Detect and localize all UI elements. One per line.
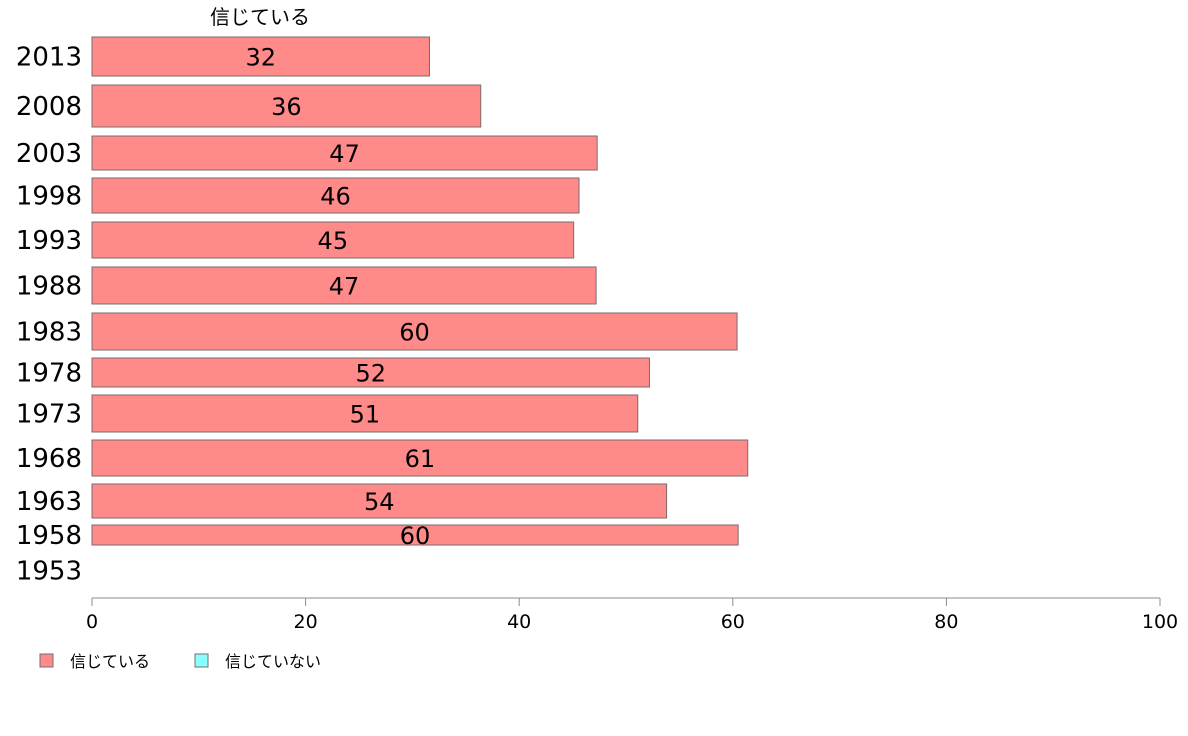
year-label: 1963 [16,487,82,517]
bar-value-label: 51 [350,401,381,429]
year-label: 1988 [16,272,82,302]
bar [91,177,580,214]
bar-value-label: 52 [355,360,386,388]
column-header-label: 信じている [210,5,310,29]
bar [91,394,639,433]
bar-value-label: 60 [400,522,431,550]
bar-value-label: 47 [329,273,360,301]
bar-value-label: 54 [364,488,395,516]
bar-value-label: 60 [399,319,430,347]
bar [91,84,482,128]
bar-value-label: 45 [318,227,349,255]
legend-swatch [39,653,54,668]
legend-label: 信じている [70,652,150,671]
year-label: 1958 [16,521,82,551]
x-tick-label: 0 [86,611,98,633]
x-tick-label: 20 [294,611,318,633]
bar [91,439,749,477]
legend: 信じている 信じていない [39,652,321,671]
year-label: 1998 [16,182,82,212]
year-label: 1993 [16,226,82,256]
bar-value-label: 47 [329,140,360,168]
bar-value-label: 32 [245,44,276,72]
x-tick-label: 100 [1142,611,1178,633]
year-label: 1978 [16,359,82,389]
x-tick-label: 60 [721,611,745,633]
year-label: 1983 [16,318,82,348]
year-label: 2008 [16,92,82,122]
year-label: 2003 [16,139,82,169]
year-label: 1968 [16,444,82,474]
legend-swatch [194,653,209,668]
bar-value-label: 46 [320,183,351,211]
bar-value-label: 61 [405,445,436,473]
year-label: 1973 [16,400,82,430]
bar [91,221,575,259]
bar [91,483,668,519]
bar [91,36,430,77]
year-label: 2013 [16,43,82,73]
bar-value-label: 36 [271,93,302,121]
bar [91,266,597,305]
x-tick-label: 80 [934,611,958,633]
year-label: 1953 [16,557,82,587]
bar [91,312,738,351]
bar [91,357,650,388]
x-tick-label: 40 [507,611,531,633]
legend-label: 信じていない [225,652,321,671]
bar [91,524,739,546]
bar [91,135,598,171]
